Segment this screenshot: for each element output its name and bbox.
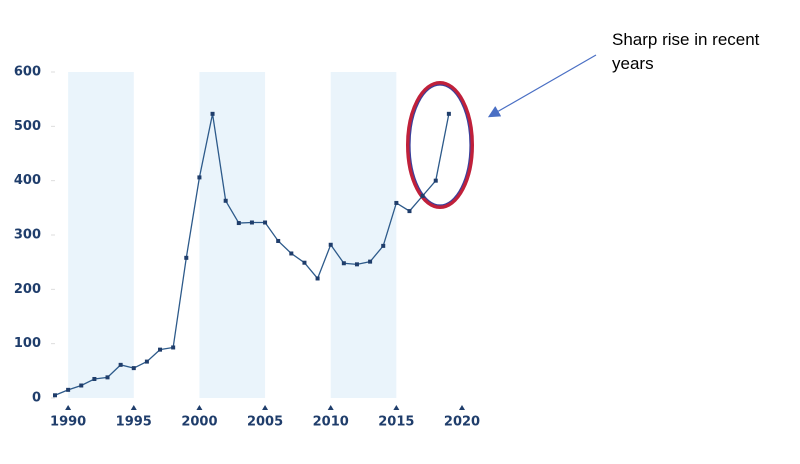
x-tick-label: 1995 — [116, 415, 152, 430]
point — [184, 255, 189, 260]
point — [197, 175, 202, 180]
point — [249, 220, 254, 225]
point — [158, 347, 163, 352]
point — [446, 111, 451, 116]
annotation: Sharp rise in recent years — [612, 30, 760, 73]
point — [105, 375, 110, 380]
y-tick-label: 600 — [14, 65, 41, 80]
point — [433, 178, 438, 183]
y-tick-label: 100 — [14, 336, 41, 351]
x-tick-label: 2010 — [313, 415, 349, 430]
x-tick-marker — [262, 405, 269, 410]
point — [381, 243, 386, 248]
point — [79, 383, 84, 388]
y-tick-label: 300 — [14, 228, 41, 243]
shaded-band — [330, 72, 397, 398]
y-tick-label: 0 — [32, 391, 41, 406]
point — [118, 362, 123, 367]
point — [144, 359, 149, 364]
point — [328, 242, 333, 247]
y-tick-label: 500 — [14, 119, 41, 134]
x-tick-marker — [393, 405, 400, 410]
shaded-band — [68, 72, 134, 398]
point — [171, 345, 176, 350]
x-tick-label: 2020 — [444, 415, 480, 430]
x-tick-marker — [459, 405, 465, 410]
point — [53, 393, 57, 398]
point — [66, 387, 71, 392]
point — [223, 198, 228, 203]
annotation-arrow — [487, 54, 597, 118]
point — [210, 111, 215, 116]
highlight-ellipse — [406, 81, 474, 209]
point — [394, 200, 399, 205]
point — [341, 261, 346, 266]
point — [92, 376, 97, 381]
highlight-ellipse-inner — [409, 84, 471, 206]
point — [289, 251, 294, 256]
point — [407, 209, 412, 214]
point — [420, 193, 425, 198]
point — [131, 366, 136, 371]
point — [354, 262, 359, 267]
point — [368, 259, 373, 264]
y-tick-label: 200 — [14, 282, 41, 297]
point — [302, 260, 307, 265]
x-tick-label: 1990 — [50, 415, 86, 430]
x-tick-label: 2000 — [181, 415, 217, 430]
point — [315, 276, 320, 281]
point — [276, 238, 281, 243]
x-tick-label: 2015 — [378, 415, 414, 430]
shaded-band — [199, 72, 266, 398]
x-tick-marker — [327, 405, 334, 410]
y-tick-label: 400 — [14, 173, 41, 188]
x-tick-marker — [130, 405, 137, 410]
point — [263, 220, 268, 225]
x-tick-label: 2005 — [247, 415, 283, 430]
point — [236, 221, 241, 226]
x-tick-marker — [196, 405, 203, 410]
x-tick-marker — [65, 405, 72, 410]
